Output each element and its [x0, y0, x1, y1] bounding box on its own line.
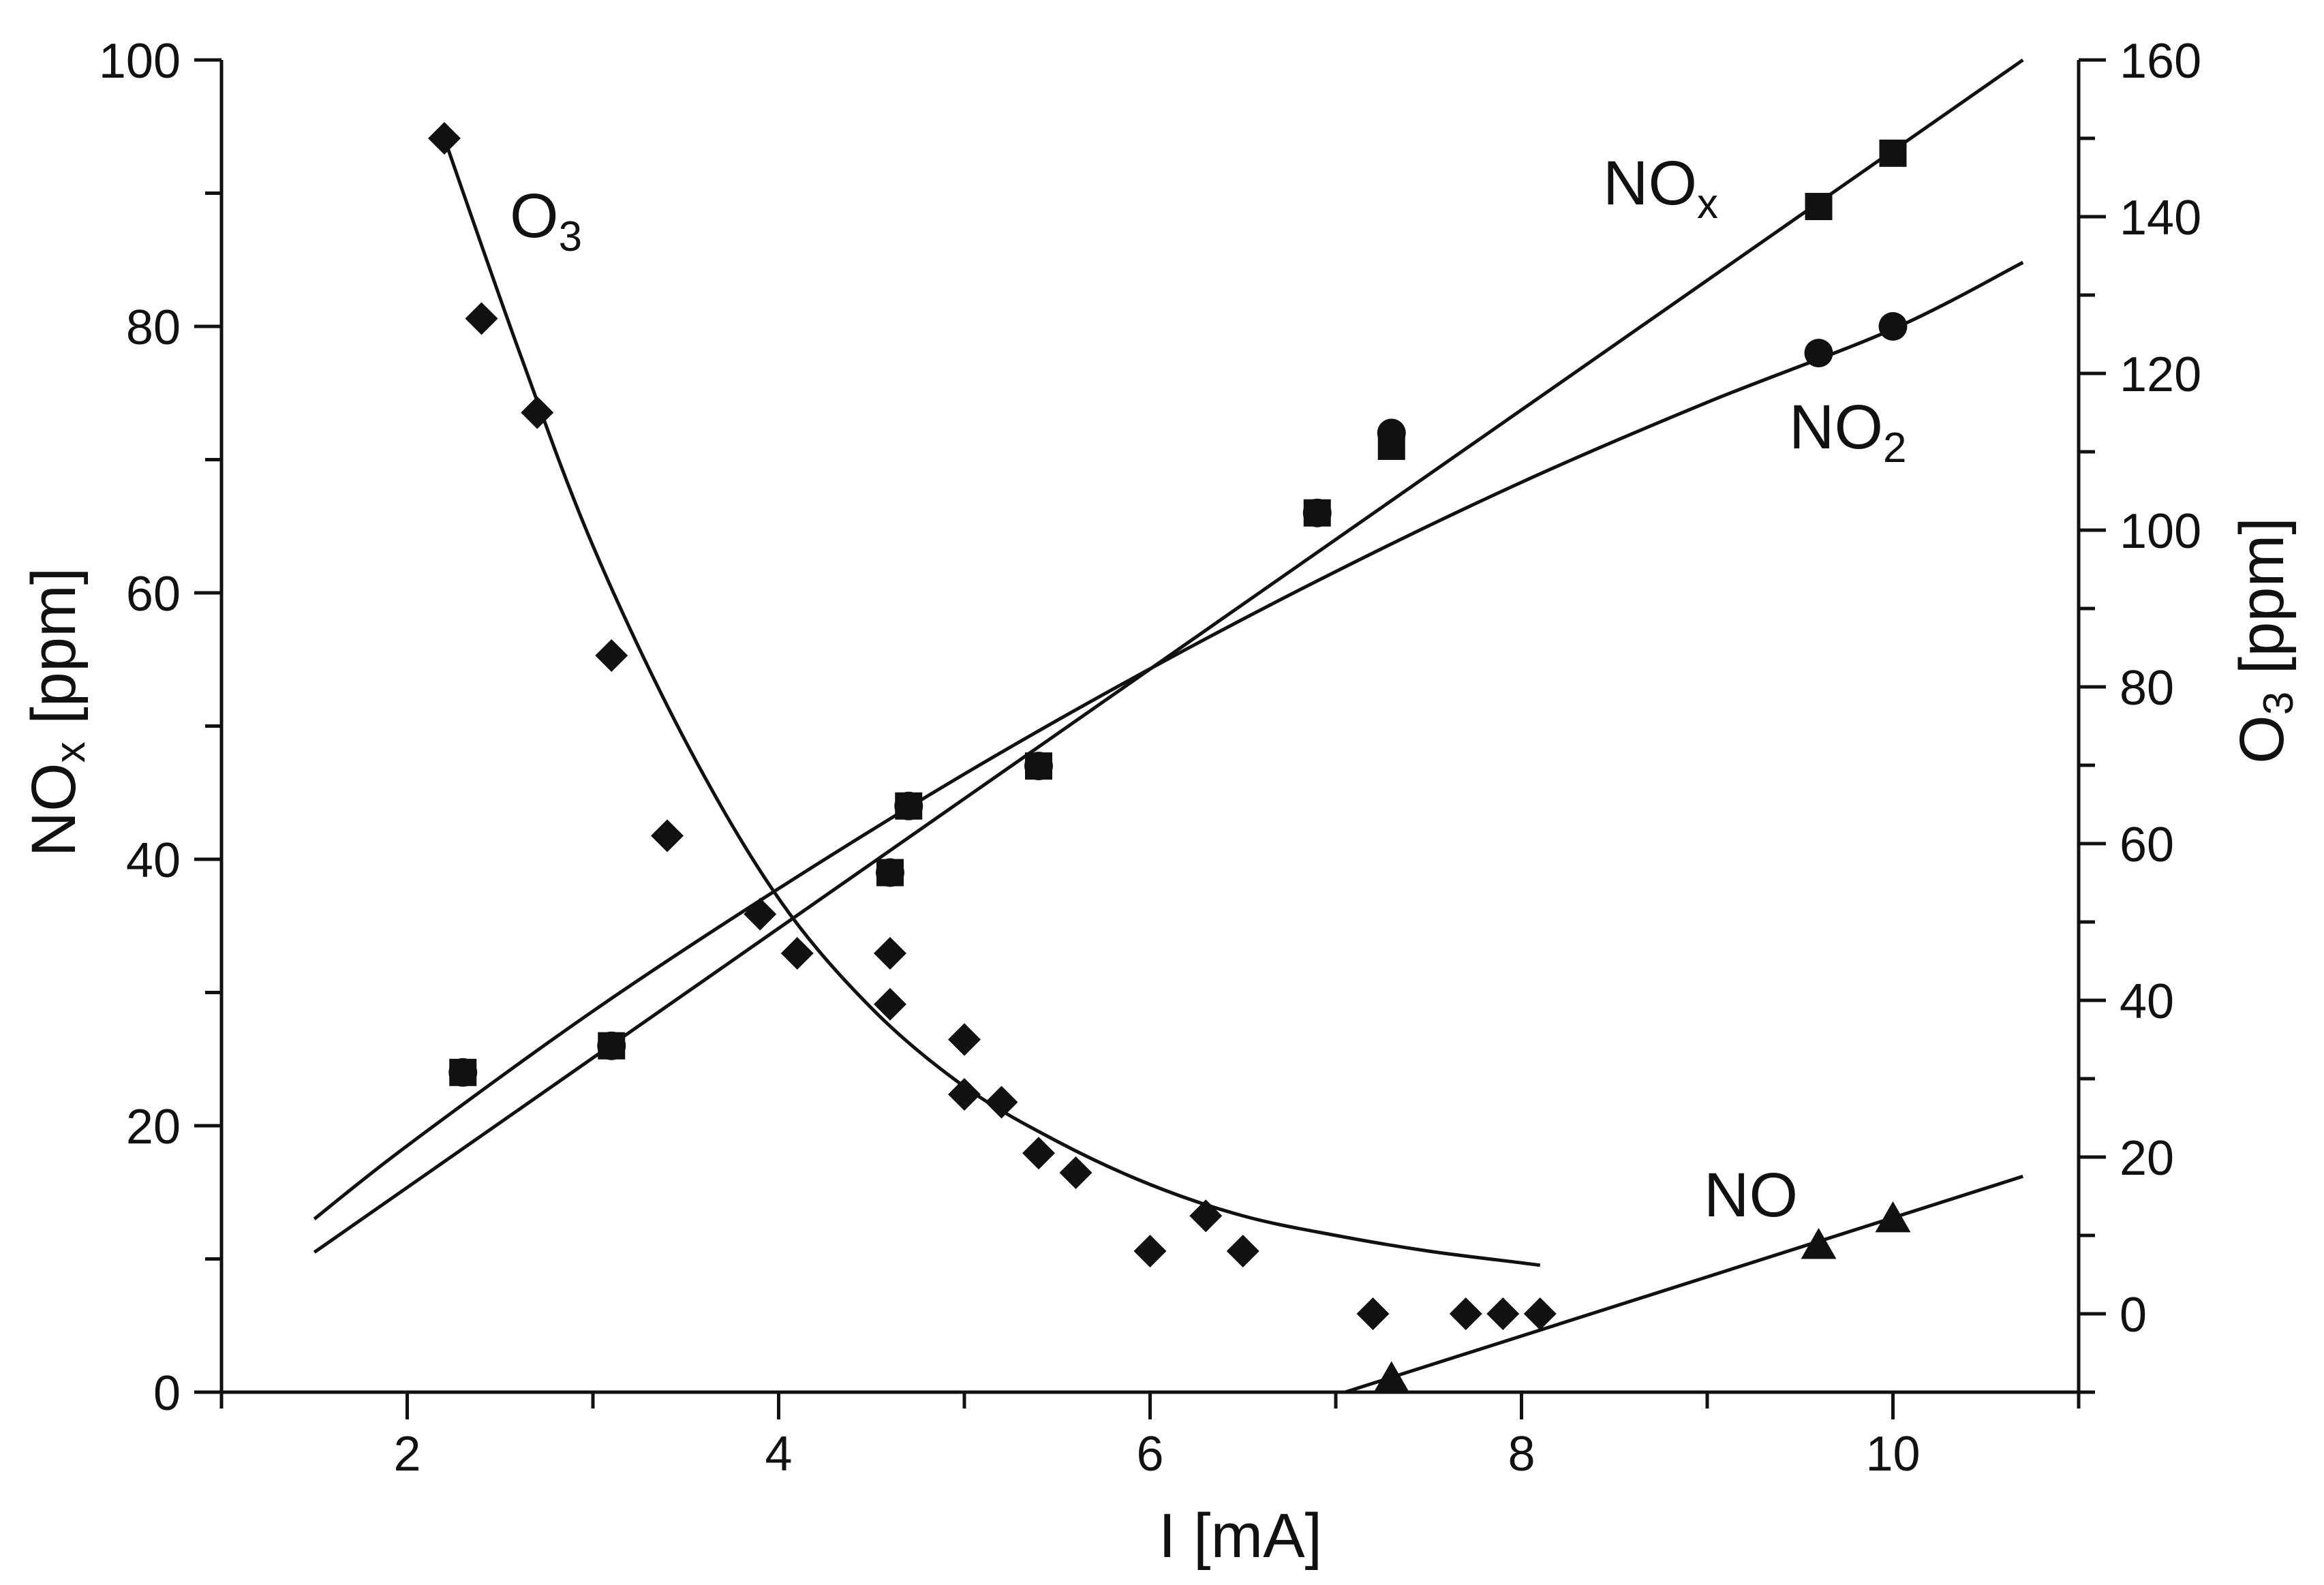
y-right-tick-label: 100 [2120, 504, 2201, 559]
point-no2 [1804, 339, 1833, 368]
fit-o3 [442, 138, 1541, 1267]
point-o3 [465, 302, 498, 335]
point-o3 [595, 639, 628, 672]
point-o3 [1226, 1235, 1259, 1267]
point-o3 [780, 937, 814, 970]
series-label-no: NO [1704, 1160, 1798, 1230]
series-label-no2: NO2 [1789, 393, 1906, 472]
point-o3 [428, 122, 461, 155]
point-o3 [521, 396, 554, 429]
point-no2 [1024, 752, 1053, 781]
y-right-tick-label: 80 [2120, 661, 2174, 715]
y-right-tick-label: 140 [2120, 191, 2201, 245]
point-nox [1805, 193, 1833, 221]
point-no2 [448, 1058, 478, 1087]
y-right-tick-label: 120 [2120, 348, 2201, 402]
y-left-tick-label: 100 [99, 34, 181, 89]
point-no [1801, 1227, 1837, 1259]
y-left-tick-label: 20 [126, 1100, 181, 1154]
point-o3 [744, 897, 777, 931]
y-left-tick-label: 80 [126, 301, 181, 355]
y-left-title-sub: x [47, 741, 94, 763]
x-tick-label: 4 [765, 1427, 792, 1481]
point-no2 [597, 1031, 626, 1060]
point-no2 [894, 791, 923, 820]
y-right-title-sub: 3 [2255, 692, 2302, 715]
y-right-tick-label: 40 [2120, 974, 2174, 1029]
point-no2 [1302, 498, 1332, 527]
point-o3 [1486, 1297, 1520, 1330]
point-no [1373, 1361, 1409, 1392]
point-o3 [1059, 1156, 1092, 1189]
x-tick-label: 8 [1508, 1427, 1535, 1481]
point-no2 [1878, 312, 1908, 341]
point-o3 [985, 1086, 1018, 1119]
y-left-tick-label: 0 [153, 1366, 181, 1421]
point-o3 [1022, 1137, 1055, 1170]
y-left-title-unit: [ppm] [19, 568, 89, 742]
y-left-tick-label: 60 [126, 567, 181, 621]
y-left-tick-label: 40 [126, 833, 181, 888]
point-o3 [651, 819, 684, 852]
y-right-title-main: O [2227, 715, 2297, 764]
x-tick-label: 2 [393, 1427, 421, 1481]
point-o3 [1356, 1297, 1390, 1330]
point-o3 [874, 937, 906, 970]
y-right-tick-label: 0 [2120, 1288, 2147, 1342]
y-right-tick-label: 20 [2120, 1131, 2174, 1186]
x-tick-label: 10 [1865, 1427, 1920, 1481]
fit-no [1344, 1174, 2024, 1394]
y-right-tick-label: 60 [2120, 818, 2174, 872]
point-o3 [1449, 1297, 1482, 1330]
plot-frame [219, 60, 2081, 1394]
y-left-title-main: NO [19, 763, 89, 857]
y-right-title-unit: [ppm] [2227, 517, 2297, 692]
point-no [1875, 1201, 1911, 1233]
point-o3 [1523, 1297, 1557, 1330]
x-axis-title: I [mA] [1159, 1501, 1322, 1571]
fit-no2 [313, 260, 2024, 1220]
point-no2 [1377, 418, 1406, 448]
y-right-axis-title: O3 [ppm] [2227, 517, 2302, 764]
point-no2 [876, 858, 904, 887]
y-right-tick-label: 160 [2120, 34, 2201, 89]
point-o3 [1133, 1235, 1167, 1267]
point-o3 [1189, 1199, 1223, 1233]
x-tick-label: 6 [1136, 1427, 1163, 1481]
series-label-nox: NOx [1603, 149, 1718, 228]
data-markers [428, 122, 1911, 1392]
point-o3 [948, 1078, 981, 1111]
point-o3 [948, 1023, 981, 1056]
point-nox [1879, 139, 1907, 167]
point-o3 [874, 987, 906, 1021]
axis-ticks [194, 58, 2106, 1419]
series-label-o3: O3 [510, 181, 582, 260]
y-left-axis-title: NOx [ppm] [19, 568, 94, 857]
